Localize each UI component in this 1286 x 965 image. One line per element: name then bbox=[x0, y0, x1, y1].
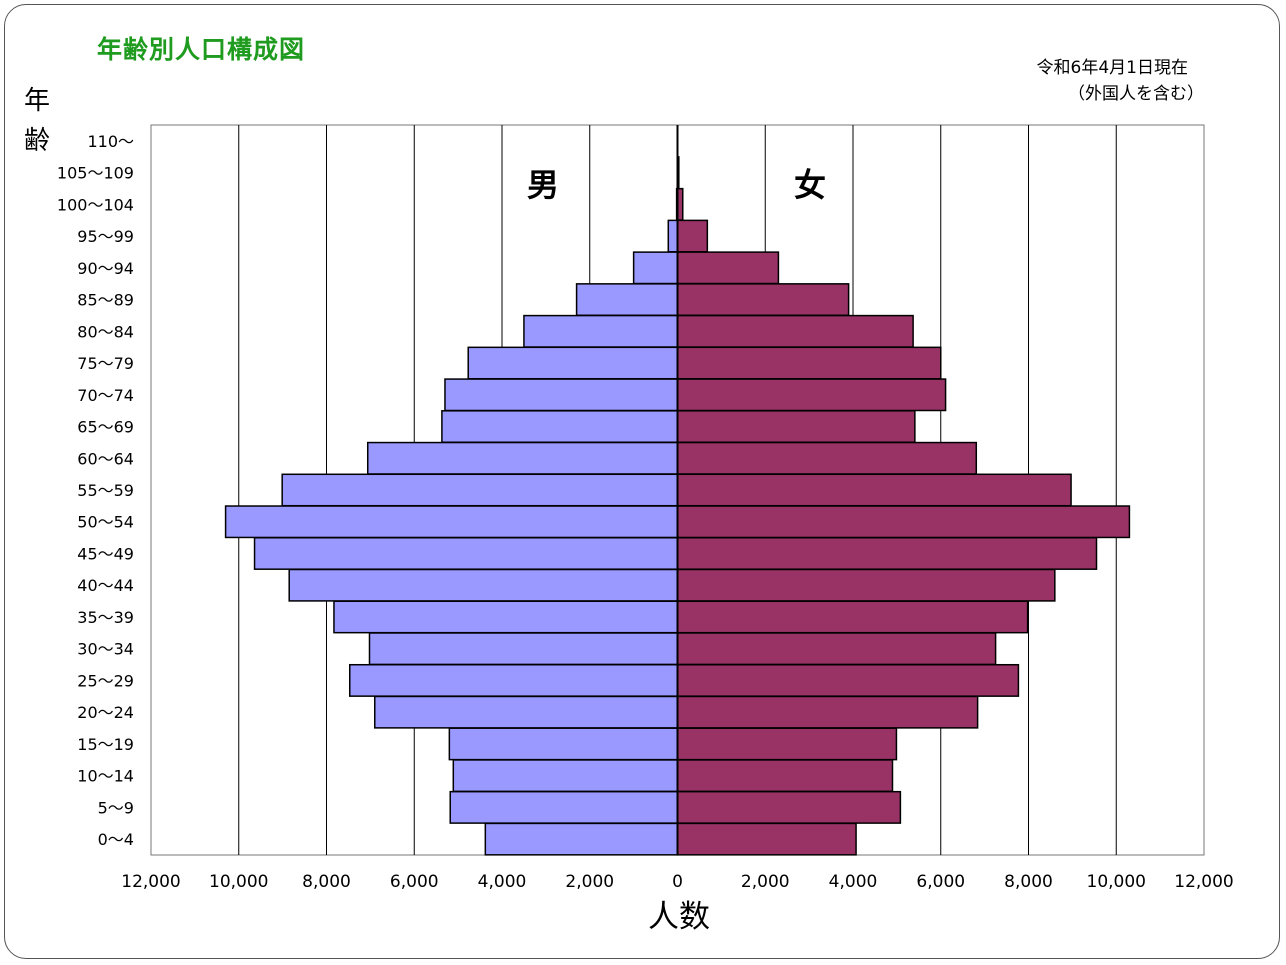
bar-male bbox=[281, 473, 679, 507]
bar-male bbox=[449, 790, 679, 824]
y-tick-label: 20～24 bbox=[77, 703, 134, 722]
bar-female bbox=[676, 314, 914, 348]
x-tick-label: 8,000 bbox=[302, 872, 351, 892]
chart-frame bbox=[4, 4, 1280, 959]
y-tick-label: 40～44 bbox=[77, 576, 134, 595]
bar-male bbox=[333, 600, 679, 634]
y-tick-label: 105～109 bbox=[57, 164, 134, 183]
y-tick-label: 110～ bbox=[87, 132, 134, 151]
x-tick-label: 8,000 bbox=[1004, 872, 1053, 892]
date-note: 令和6年4月1日現在 bbox=[1036, 58, 1188, 78]
x-tick-label: 12,000 bbox=[1174, 872, 1233, 892]
y-axis-label-bottom: 齢 bbox=[24, 126, 51, 156]
y-tick-label: 0～4 bbox=[98, 830, 134, 849]
bar-female bbox=[676, 410, 916, 443]
y-tick-label: 55～59 bbox=[77, 481, 134, 500]
bar-female bbox=[676, 695, 979, 729]
bar-male bbox=[288, 568, 679, 602]
x-tick-label: 10,000 bbox=[209, 872, 268, 892]
x-tick-label: 2,000 bbox=[565, 872, 614, 892]
bar-male bbox=[374, 695, 679, 729]
bar-female bbox=[676, 632, 997, 666]
y-tick-label: 25～29 bbox=[77, 671, 134, 690]
x-tick-label: 6,000 bbox=[390, 872, 439, 892]
bar-female bbox=[676, 790, 902, 824]
bar-male bbox=[448, 727, 679, 761]
bar-male bbox=[575, 283, 679, 317]
y-tick-label: 85～89 bbox=[77, 291, 134, 310]
y-tick-label: 35～39 bbox=[77, 608, 134, 627]
bar-female bbox=[676, 219, 709, 253]
bar-female bbox=[676, 441, 978, 475]
chart-title: 年齢別人口構成図 bbox=[97, 35, 306, 64]
bar-male bbox=[467, 346, 679, 380]
y-tick-label: 75～79 bbox=[77, 354, 134, 373]
bar-male bbox=[523, 314, 679, 348]
y-tick-label: 95～99 bbox=[77, 227, 134, 246]
y-tick-label: 60～64 bbox=[77, 449, 134, 468]
bar-female bbox=[676, 251, 780, 285]
x-tick-label: 6,000 bbox=[916, 872, 965, 892]
y-tick-label: 100～104 bbox=[57, 195, 134, 214]
x-tick-label: 2,000 bbox=[741, 872, 790, 892]
bar-male bbox=[632, 251, 679, 285]
series-label-female: 女 bbox=[794, 166, 826, 204]
bar-female bbox=[676, 378, 947, 412]
x-tick-label: 10,000 bbox=[1087, 872, 1146, 892]
y-tick-label: 90～94 bbox=[77, 259, 134, 278]
y-tick-label: 5～9 bbox=[98, 798, 134, 817]
scope-note: （外国人を含む） bbox=[1068, 84, 1204, 104]
bar-male bbox=[444, 378, 679, 412]
x-tick-label: 4,000 bbox=[829, 872, 878, 892]
bar-female bbox=[676, 346, 942, 380]
y-tick-label: 15～19 bbox=[77, 735, 134, 754]
bar-male bbox=[667, 219, 679, 253]
y-tick-label: 70～74 bbox=[77, 386, 134, 405]
bar-female bbox=[676, 568, 1056, 602]
y-tick-label: 30～34 bbox=[77, 640, 134, 659]
bar-male bbox=[484, 822, 679, 856]
bar-female bbox=[676, 600, 1029, 634]
x-tick-label: 12,000 bbox=[121, 872, 180, 892]
bar-female bbox=[676, 537, 1098, 570]
bar-male bbox=[224, 505, 679, 539]
bar-female bbox=[676, 283, 850, 317]
bar-female bbox=[676, 663, 1020, 697]
x-tick-label: 0 bbox=[672, 872, 683, 892]
x-tick-label: 4,000 bbox=[478, 872, 527, 892]
bar-female bbox=[676, 505, 1131, 539]
bar-male bbox=[349, 663, 679, 697]
bar-female bbox=[676, 727, 898, 761]
series-label-male: 男 bbox=[527, 166, 559, 204]
bar-male bbox=[452, 759, 679, 793]
bar-male bbox=[253, 537, 679, 570]
bar-male bbox=[441, 410, 679, 443]
y-tick-label: 50～54 bbox=[77, 513, 134, 532]
bar-male bbox=[366, 441, 679, 475]
bar-female bbox=[676, 759, 894, 793]
x-axis-label: 人数 bbox=[648, 899, 710, 935]
y-tick-label: 65～69 bbox=[77, 418, 134, 437]
y-axis-label-top: 年 bbox=[24, 86, 51, 116]
bar-male bbox=[368, 632, 679, 666]
y-tick-label: 45～49 bbox=[77, 544, 134, 563]
bar-female bbox=[676, 822, 857, 856]
bar-female bbox=[676, 473, 1072, 507]
y-tick-label: 10～14 bbox=[77, 767, 134, 786]
y-tick-label: 80～84 bbox=[77, 322, 134, 341]
